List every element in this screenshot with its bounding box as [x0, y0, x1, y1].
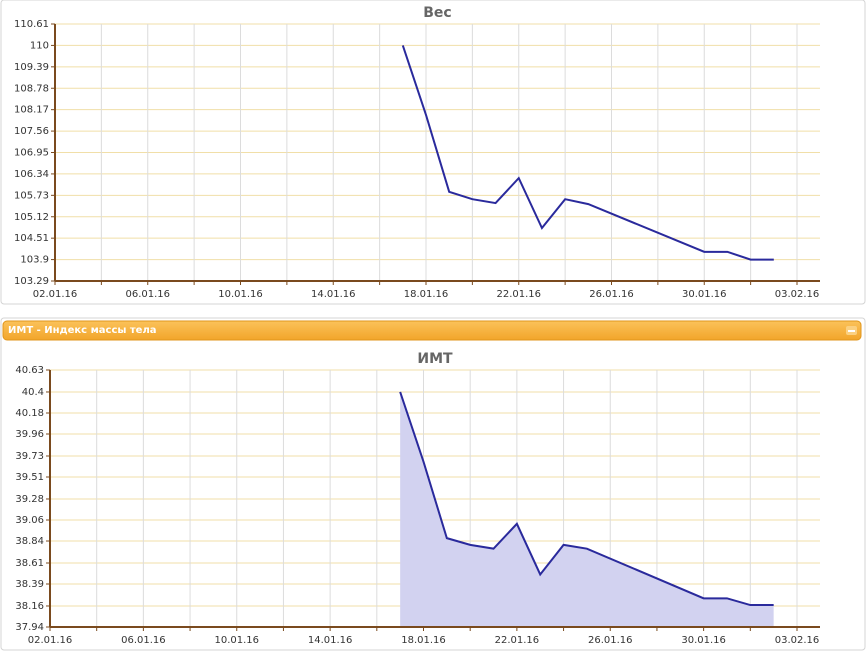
y-tick-label: 39.51	[15, 472, 44, 483]
x-tick-label: 22.01.16	[495, 635, 540, 646]
x-tick-label: 06.01.16	[121, 635, 166, 646]
y-tick-label: 105.12	[14, 212, 49, 223]
y-tick-label: 103.9	[20, 255, 49, 266]
x-tick-label: 18.01.16	[404, 289, 449, 300]
x-tick-label: 22.01.16	[496, 289, 541, 300]
x-tick-label: 02.01.16	[33, 289, 78, 300]
x-tick-label: 26.01.16	[588, 635, 633, 646]
chart-title: Вес	[423, 5, 451, 21]
line	[399, 391, 774, 607]
y-tick-label: 38.84	[15, 536, 44, 547]
x-tick-label: 26.01.16	[589, 289, 634, 300]
y-tick-label: 108.17	[14, 105, 49, 116]
y-tick-label: 38.16	[15, 601, 44, 612]
y-tick-label: 37.94	[15, 622, 44, 633]
x-tick-label: 06.01.16	[125, 289, 170, 300]
panel-bmi	[0, 317, 866, 651]
y-tick-label: 39.28	[15, 494, 44, 505]
y-tick-label: 40.4	[22, 387, 44, 398]
y-tick-label: 110	[30, 40, 49, 51]
line	[401, 45, 774, 261]
y-tick-label: 110.61	[14, 19, 49, 30]
y-tick-label: 39.73	[15, 451, 44, 462]
y-tick-label: 108.78	[14, 83, 49, 94]
y-tick-label: 104.51	[14, 233, 49, 244]
panel-header	[2, 320, 862, 341]
y-tick-label: 40.63	[15, 365, 44, 376]
y-tick-label: 109.39	[14, 62, 49, 73]
y-tick-label: 40.18	[15, 408, 44, 419]
y-tick-label: 38.61	[15, 558, 44, 569]
x-tick-label: 14.01.16	[308, 635, 353, 646]
y-tick-label: 106.34	[14, 169, 49, 180]
x-tick-label: 03.02.16	[775, 635, 820, 646]
x-tick-label: 14.01.16	[311, 289, 356, 300]
collapse-icon	[848, 330, 855, 332]
panel-title: ИМТ - Индекс массы тела	[8, 325, 157, 336]
y-tick-label: 39.96	[15, 429, 44, 440]
x-tick-label: 30.01.16	[682, 289, 727, 300]
x-tick-label: 10.01.16	[214, 635, 259, 646]
x-tick-label: 10.01.16	[218, 289, 263, 300]
y-tick-label: 39.06	[15, 515, 44, 526]
y-tick-label: 38.39	[15, 579, 44, 590]
x-tick-label: 18.01.16	[401, 635, 446, 646]
y-tick-label: 103.29	[14, 276, 49, 287]
y-tick-label: 106.95	[14, 148, 49, 159]
y-tick-label: 105.73	[14, 190, 49, 201]
y-tick-label: 107.56	[14, 126, 49, 137]
area	[400, 391, 774, 627]
x-tick-label: 30.01.16	[681, 635, 726, 646]
x-tick-label: 02.01.16	[28, 635, 73, 646]
chart-title: ИМТ	[417, 351, 453, 367]
x-tick-label: 03.02.16	[775, 289, 820, 300]
